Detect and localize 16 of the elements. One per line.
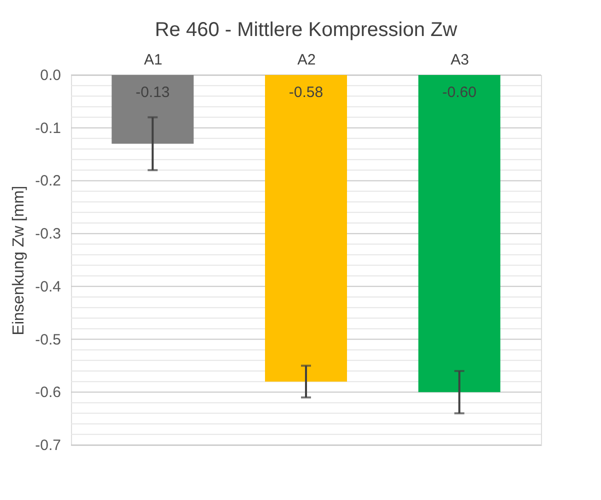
y-tick-label: -0.7 [35,437,61,454]
data-label: -0.60 [442,84,476,101]
data-label: -0.13 [136,84,170,101]
y-tick-label: -0.6 [35,384,61,402]
y-tick-label: -0.1 [35,120,61,137]
y-tick-label: 0.0 [40,67,61,84]
data-label: -0.58 [288,84,324,101]
y-tick-label: -0.5 [35,331,61,348]
chart-title: Re 460 - Mittlere Kompression Zw [154,19,458,41]
x-tick-label: A3 [450,52,470,68]
x-tick-label: A1 [144,52,162,68]
y-tick-label: -0.2 [35,172,61,190]
x-tick-label: A2 [297,52,316,68]
y-tick-label: -0.3 [35,226,61,243]
y-tick-label: -0.4 [35,278,61,296]
y-axis-title: Einsenkung Zw [mm] [10,186,28,336]
